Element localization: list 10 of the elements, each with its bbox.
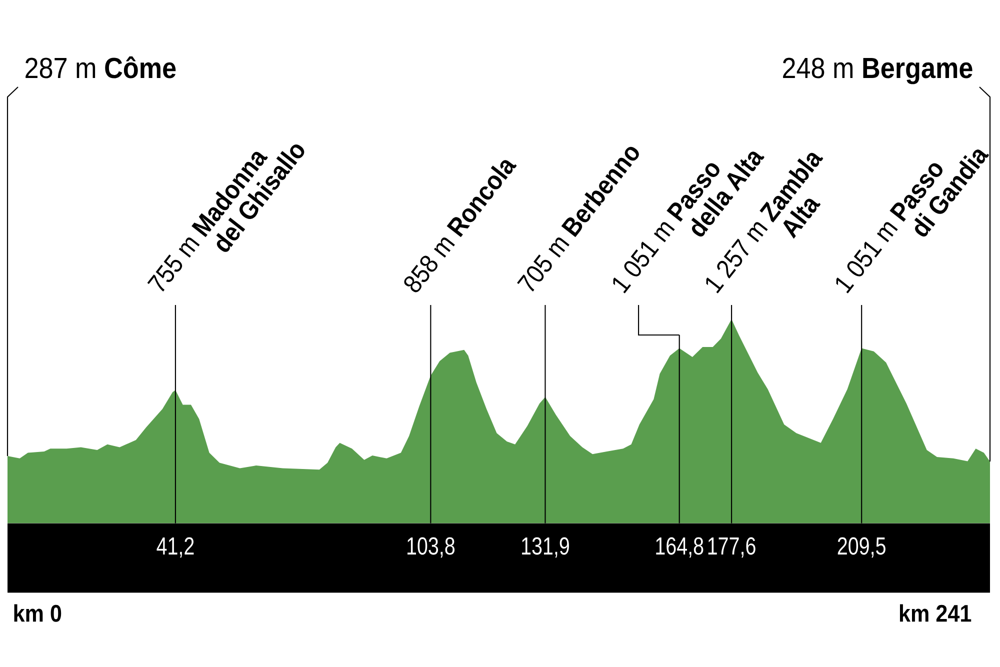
x-tick-label: 177,6	[708, 537, 756, 558]
text: 287 m Côme	[26, 56, 176, 78]
x-tick-label: 131,9	[522, 537, 569, 558]
x-tick-label: 103,8	[407, 537, 455, 558]
text: km 241	[900, 604, 972, 622]
text: km 0	[14, 604, 62, 622]
x-tick-label: 41,2	[156, 537, 194, 558]
text: 248 m Bergame	[783, 58, 972, 84]
x-tick-label: 164,8	[656, 537, 704, 558]
x-tick-label: 209,5	[838, 537, 886, 558]
